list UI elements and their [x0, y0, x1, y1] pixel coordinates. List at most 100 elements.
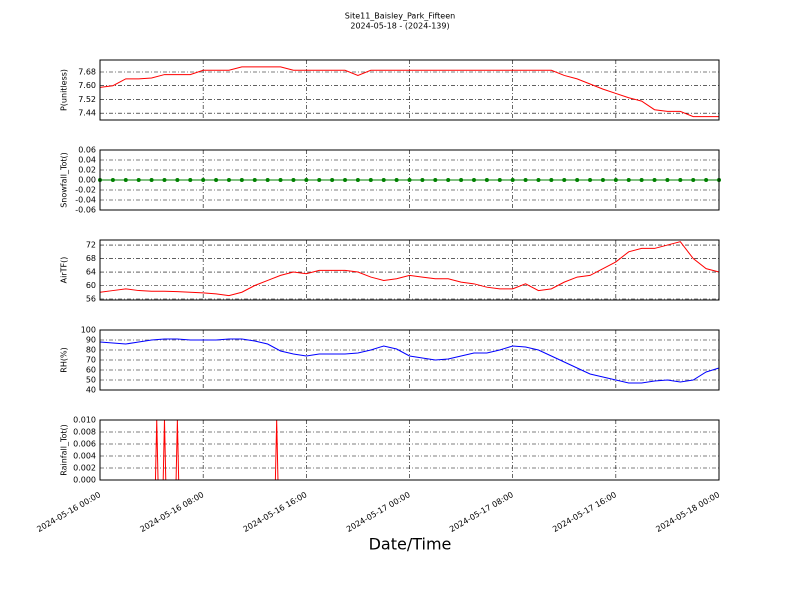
y-tick-label: 0.006	[73, 440, 96, 449]
data-line	[99, 241, 720, 297]
y-tick-label: 0.010	[73, 416, 96, 425]
data-point	[162, 178, 167, 182]
data-point	[536, 178, 541, 182]
x-tick-label: 2024-05-16 08:00	[138, 490, 205, 534]
data-point	[523, 178, 528, 182]
y-tick-label: -0.06	[75, 206, 96, 215]
data-point	[201, 178, 206, 182]
plot-frame	[99, 149, 720, 211]
y-tick-label: 68	[86, 254, 96, 263]
y-tick-label: 40	[86, 386, 96, 395]
x-tick-label: 2024-05-17 08:00	[448, 490, 515, 534]
data-point	[575, 178, 580, 182]
y-tick-label: 7.52	[78, 95, 96, 104]
data-point	[149, 178, 154, 182]
y-tick-label: -0.04	[75, 196, 96, 205]
data-point	[188, 178, 193, 182]
data-point	[278, 178, 283, 182]
data-point	[136, 178, 141, 182]
x-tick-label: 2024-05-18 00:00	[654, 490, 721, 534]
y-tick-label: 0.04	[78, 156, 96, 165]
x-tick-label: 2024-05-17 00:00	[345, 490, 412, 534]
y-tick-label: 0.000	[73, 476, 96, 485]
data-point	[123, 178, 128, 182]
y-axis-label: RH(%)	[60, 347, 69, 372]
y-tick-label: 0.008	[73, 428, 96, 437]
data-point	[407, 178, 412, 182]
data-point	[652, 178, 657, 182]
y-tick-label: 0.02	[78, 166, 96, 175]
x-tick-label: 2024-05-16 00:00	[35, 490, 102, 534]
y-tick-label: 90	[86, 336, 96, 345]
y-tick-label: 0.004	[73, 452, 96, 461]
y-tick-label: 64	[86, 268, 96, 277]
plot-frame	[99, 239, 720, 301]
data-point	[510, 178, 515, 182]
data-point	[446, 178, 451, 182]
chart-title: Site11_Baisley_Park_Fifteen	[345, 12, 455, 21]
y-axis-label: AirTF()	[60, 257, 69, 284]
y-axis-label: Snowfall_Tot()	[60, 152, 69, 208]
y-axis-label: P(unitless)	[60, 69, 69, 111]
data-point	[265, 178, 270, 182]
data-point	[549, 178, 554, 182]
y-tick-label: 70	[86, 356, 96, 365]
data-point	[471, 178, 476, 182]
y-tick-label: 0.00	[78, 176, 96, 185]
x-tick-label: 2024-05-16 16:00	[242, 490, 309, 534]
y-tick-label: 60	[86, 366, 96, 375]
data-point	[381, 178, 386, 182]
data-point	[304, 178, 309, 182]
chart-subtitle: 2024-05-18 - (2024-139)	[350, 22, 449, 31]
y-tick-label: 80	[86, 346, 96, 355]
y-tick-label: 72	[86, 241, 96, 250]
data-point	[562, 178, 567, 182]
data-point	[613, 178, 618, 182]
y-tick-label: 0.06	[78, 146, 96, 155]
plot-frame	[99, 419, 720, 481]
data-point	[317, 178, 322, 182]
data-line	[99, 338, 720, 384]
y-tick-label: 7.60	[78, 81, 96, 90]
y-tick-label: -0.02	[75, 186, 96, 195]
data-point	[343, 178, 348, 182]
data-point	[484, 178, 489, 182]
plot-frame	[99, 59, 720, 121]
y-tick-label: 56	[86, 294, 96, 303]
data-point	[678, 178, 683, 182]
data-point	[459, 178, 464, 182]
y-axis-label: Rainfall_Tot()	[60, 424, 69, 476]
data-point	[600, 178, 605, 182]
data-point	[175, 178, 180, 182]
data-point	[588, 178, 593, 182]
data-point	[639, 178, 644, 182]
data-point	[214, 178, 219, 182]
data-point	[704, 178, 709, 182]
y-tick-label: 60	[86, 281, 96, 290]
x-tick-label: 2024-05-17 16:00	[551, 490, 618, 534]
data-point	[433, 178, 438, 182]
data-point	[497, 178, 502, 182]
data-point	[394, 178, 399, 182]
data-point	[691, 178, 696, 182]
data-point	[110, 178, 115, 182]
data-point	[626, 178, 631, 182]
data-point	[226, 178, 231, 182]
data-point	[330, 178, 335, 182]
data-line	[99, 66, 719, 118]
x-axis-label: Date/Time	[369, 535, 452, 554]
y-tick-label: 7.44	[78, 109, 96, 118]
data-point	[420, 178, 425, 182]
data-point	[291, 178, 296, 182]
y-tick-label: 7.68	[78, 68, 96, 77]
data-point	[665, 178, 670, 182]
y-tick-label: 100	[81, 326, 96, 335]
data-point	[368, 178, 373, 182]
plot-frame	[99, 329, 720, 391]
data-point	[252, 178, 257, 182]
y-tick-label: 50	[86, 376, 96, 385]
y-tick-label: 0.002	[73, 464, 96, 473]
data-point	[355, 178, 360, 182]
data-point	[239, 178, 244, 182]
